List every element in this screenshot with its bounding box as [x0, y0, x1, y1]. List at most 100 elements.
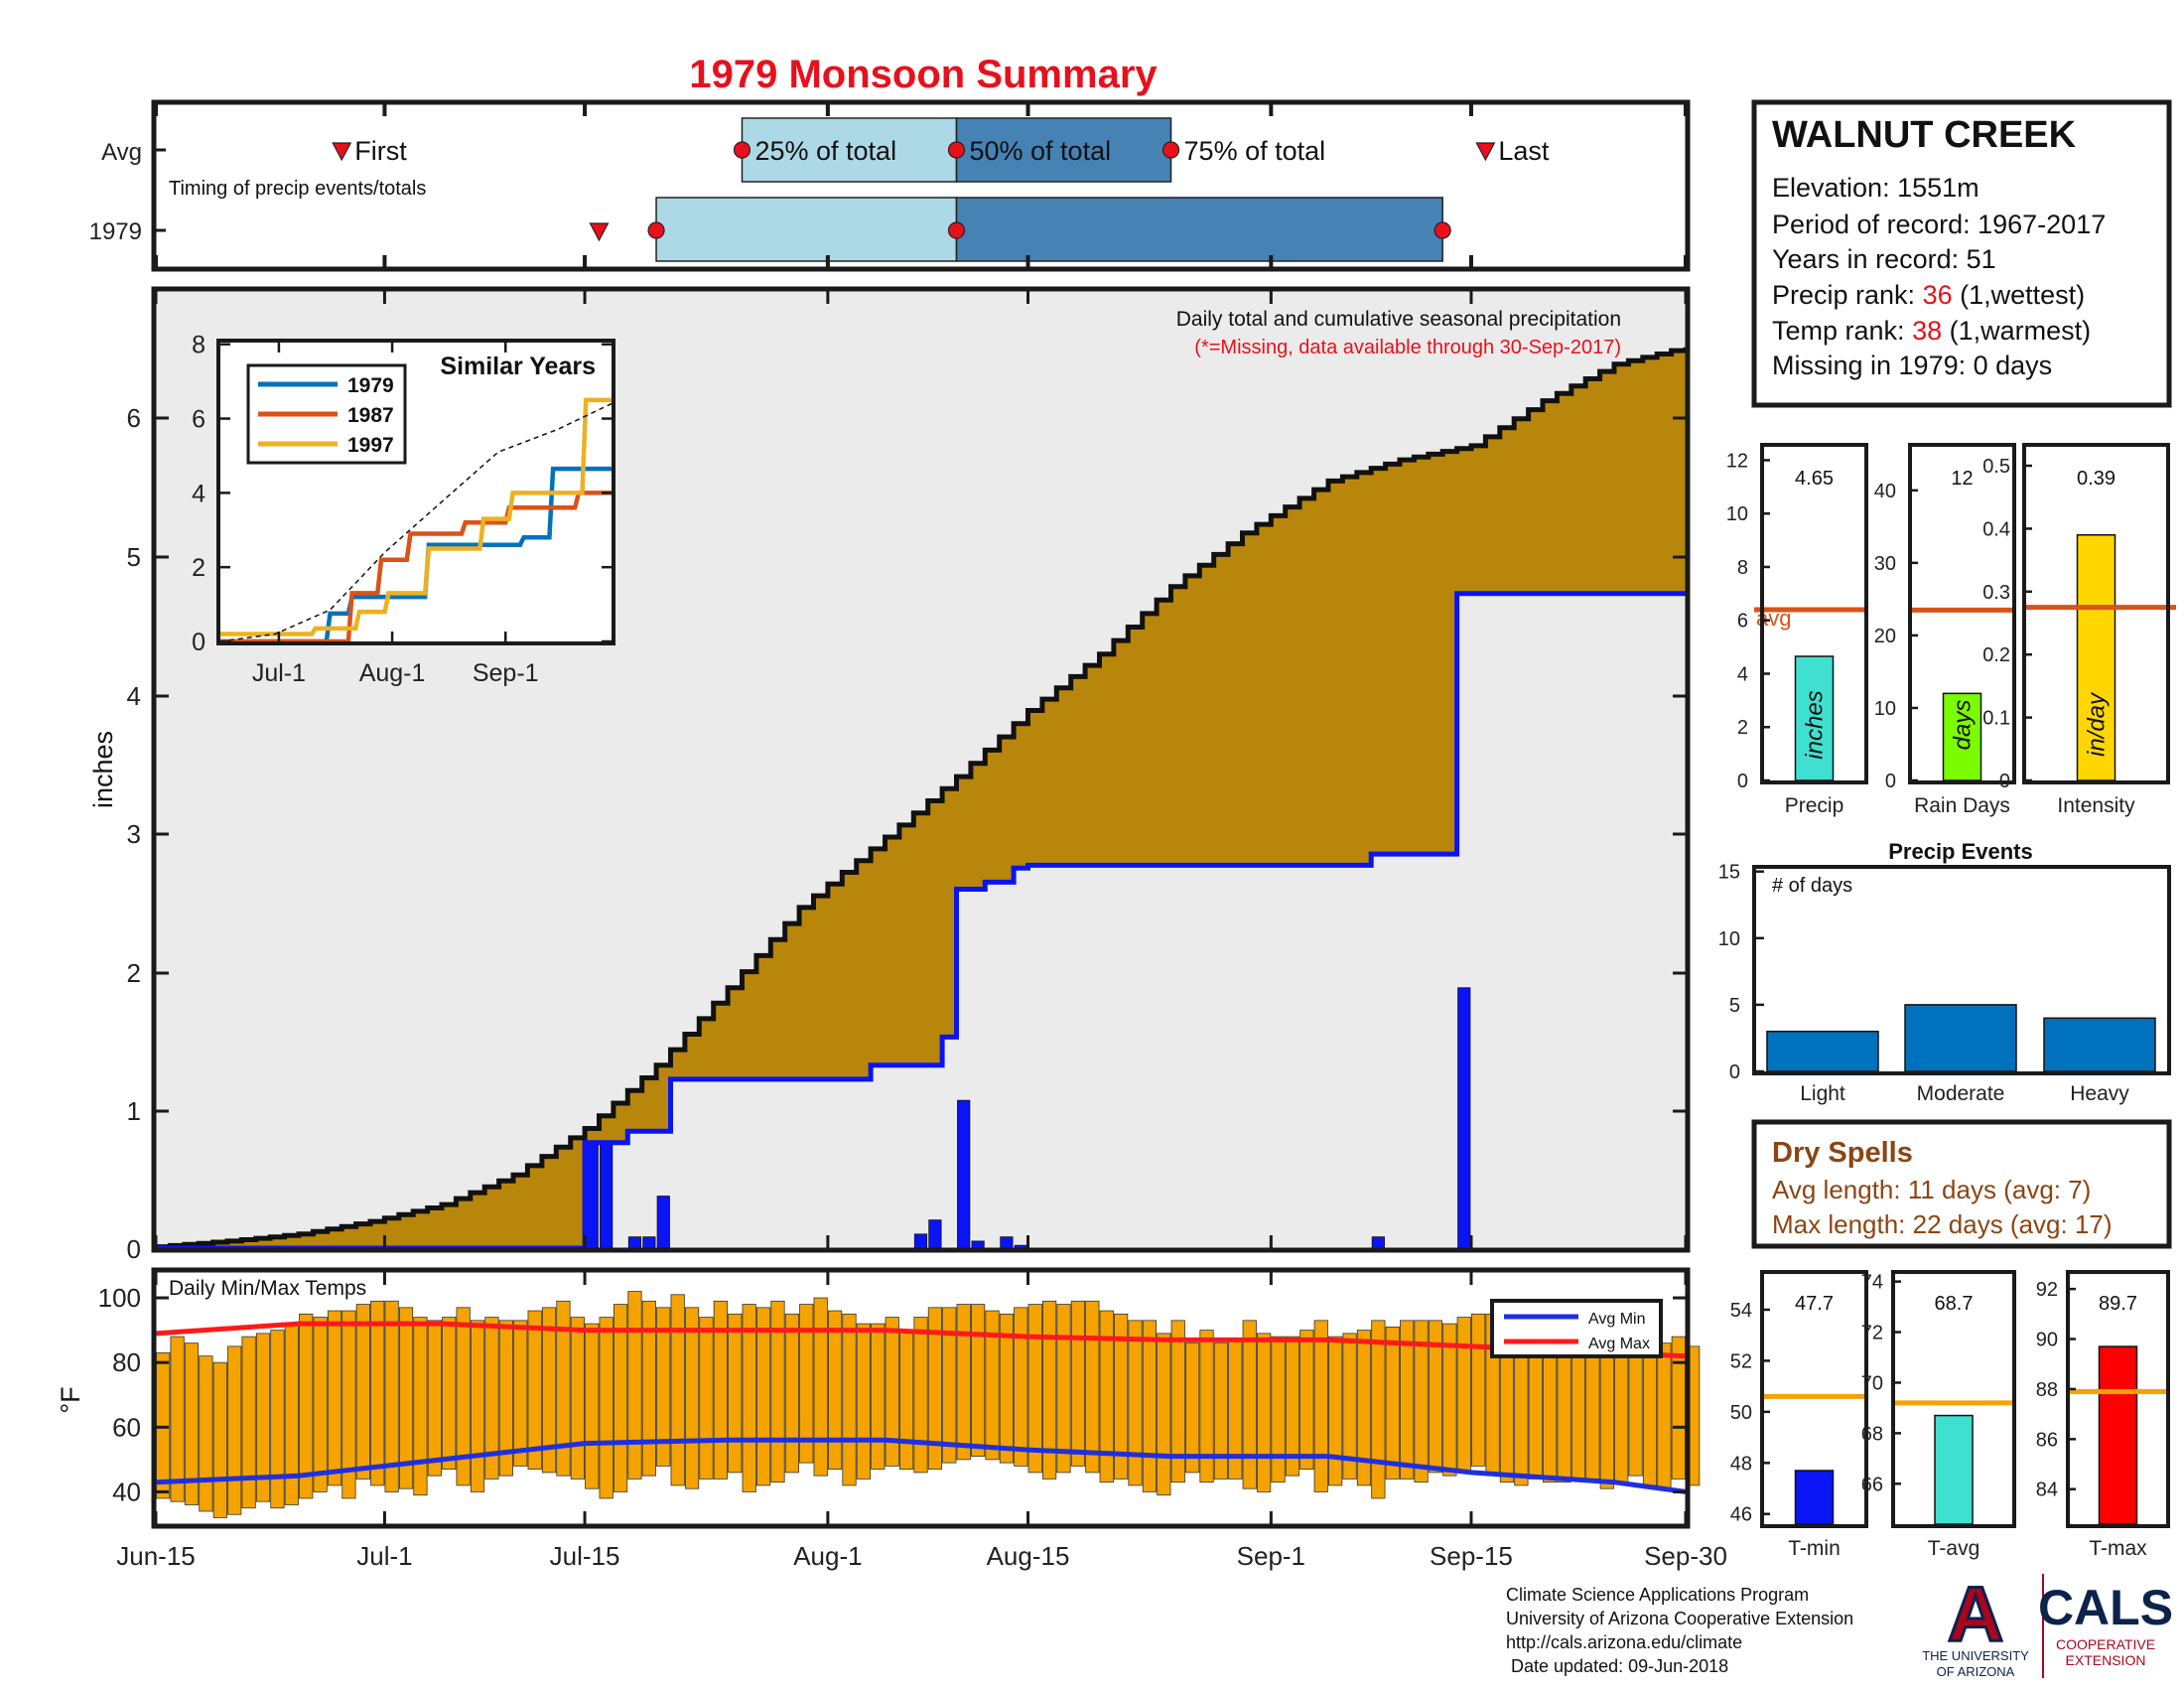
temp-panel-frame [1891, 1270, 2016, 1528]
temp-ytick-label: 80 [112, 1347, 141, 1377]
stats-ytick-label: 4 [1737, 663, 1748, 685]
stats-ytick-label: 0.2 [1982, 644, 2010, 666]
stats-xlabel: Precip [1785, 794, 1844, 817]
avg-cumulative-line [153, 347, 1689, 1250]
daily-temp-bar [456, 1307, 471, 1486]
inset-line-1997 [220, 397, 612, 636]
stats-unit-label: inches [1802, 690, 1829, 759]
ua-logo-letter: A [1948, 1570, 2003, 1657]
temp-panel-ytick-label: 66 [1861, 1474, 1883, 1495]
daily-temp-bar [656, 1307, 671, 1467]
temp-ytick-label: 40 [112, 1477, 141, 1506]
timing-q25-label: 25% of total [754, 136, 896, 166]
daily-temp-bar [1185, 1342, 1200, 1474]
daily-temp-bar [1042, 1300, 1057, 1480]
daily-temp-bar [1027, 1304, 1042, 1474]
temp-frame [151, 1267, 1691, 1529]
stats-unit-label: in/day [2084, 691, 2111, 757]
inset-ytick-label: 8 [192, 332, 205, 359]
temp-panel-frame [2066, 1270, 2170, 1528]
stats-ytick-label: 40 [1874, 481, 1896, 502]
avg-q25-marker [733, 141, 751, 159]
inset-ytick-label: 0 [192, 629, 205, 656]
stats-xlabel: Intensity [2057, 794, 2135, 817]
main-ytick-label: 5 [127, 542, 141, 572]
daily-temp-bar [956, 1304, 971, 1461]
daily-temp-bar [1371, 1320, 1386, 1499]
stats-ytick-label: 0.5 [1982, 456, 2010, 478]
station-frame [1751, 99, 2172, 408]
daily-temp-bar [1471, 1313, 1486, 1467]
daily-temp-bar [842, 1313, 857, 1486]
figure-title: 1979 Monsoon Summary [689, 53, 1158, 96]
daily-temp-bar [985, 1310, 1000, 1461]
temp-value-bar [2098, 1345, 2138, 1525]
precip-events-title: Precip Events [1888, 839, 2033, 864]
ua-logo-line2: OF ARIZONA [1937, 1664, 2015, 1679]
daily-temp-bar [1128, 1320, 1143, 1486]
temp-value-bar [1794, 1470, 1835, 1525]
station-temp-rank: Temp rank: 38 (1,warmest) [1772, 316, 2091, 346]
xtick-label: Jul-15 [550, 1541, 620, 1571]
station-info-box: WALNUT CREEK Elevation: 1551m Period of … [1751, 99, 2172, 408]
main-series-layer [153, 347, 1689, 1251]
daily-temp-bar [728, 1313, 743, 1474]
dry-spells-title: Dry Spells [1772, 1137, 1913, 1169]
daily-temp-bar [755, 1307, 771, 1486]
timing-q50-label: 50% of total [970, 136, 1112, 166]
inset-legend: 1979 1987 1997 [258, 374, 394, 457]
inset-legend-label-1987: 1987 [347, 404, 394, 427]
daily-temp-bar [1642, 1339, 1658, 1486]
year-cumulative-line [156, 591, 1686, 1251]
daily-temp-bar [1142, 1320, 1158, 1492]
temp-panel-ytick-label: 74 [1861, 1272, 1883, 1294]
precip-event-label: Heavy [2070, 1082, 2129, 1105]
avg-min-line [155, 1437, 1687, 1494]
temp-panel-xlabel: T-max [2089, 1537, 2147, 1560]
daily-temp-bar [156, 1352, 171, 1499]
daily-temp-bar [341, 1310, 356, 1499]
station-period: Period of record: 1967-2017 [1772, 210, 2106, 239]
main-frame [151, 286, 1691, 1253]
stats-value-bar [1794, 655, 1835, 781]
temp-x-axis: Jun-15 Jul-1 Jul-15 Aug-1 Aug-15 Sep-1 Sep-15 S… [116, 1272, 1727, 1571]
daily-temp-bar [1657, 1342, 1672, 1489]
daily-temp-bar [770, 1300, 785, 1483]
footer-program: Climate Science Applications Program [1506, 1585, 1809, 1605]
daily-temp-bar [971, 1304, 986, 1458]
temp-panel-ytick-label: 86 [2036, 1429, 2058, 1451]
daily-temp-bar [1299, 1330, 1314, 1471]
inset-line-1987 [220, 491, 612, 644]
daily-temp-bar [241, 1336, 256, 1509]
main-ytick-label: 1 [127, 1096, 141, 1126]
main-y-axis: 0 1 2 3 4 5 6 [127, 403, 1686, 1264]
xtick-label: Aug-15 [987, 1541, 1070, 1571]
precip-event-label: Moderate [1917, 1082, 2005, 1105]
inset-frame [216, 339, 615, 645]
footer: Climate Science Applications Program Uni… [1506, 1569, 2173, 1680]
main-missing-note: (*=Missing, data available through 30-Se… [1194, 337, 1621, 358]
daily-temp-bar [184, 1342, 200, 1505]
avg-q75-marker [1161, 141, 1180, 159]
stats-ytick-label: 0 [1885, 771, 1896, 792]
daily-temp-bar [1271, 1336, 1286, 1483]
temp-ylabel: °F [56, 1386, 85, 1413]
temp-y-axis: 40 60 80 100 [98, 1283, 1686, 1506]
daily-temp-bar [170, 1336, 185, 1502]
inset-legend-label-1997: 1997 [347, 434, 394, 457]
daily-temp-bar [370, 1300, 385, 1486]
stats-ytick-label: 8 [1737, 557, 1748, 579]
xtick-label: Sep-30 [1644, 1541, 1727, 1571]
daily-precip-bar [627, 1236, 642, 1249]
daily-temp-bar [999, 1313, 1015, 1464]
daily-temp-bar [513, 1320, 528, 1467]
daily-precip-bar [957, 1099, 971, 1249]
main-ytick-label: 0 [127, 1234, 141, 1264]
inset-ytick-label: 4 [192, 480, 205, 507]
daily-temp-bar [927, 1307, 943, 1471]
daily-temp-bar [556, 1300, 571, 1477]
temp-panel-ytick-label: 50 [1730, 1402, 1752, 1424]
daily-temp-bar [1242, 1320, 1257, 1489]
